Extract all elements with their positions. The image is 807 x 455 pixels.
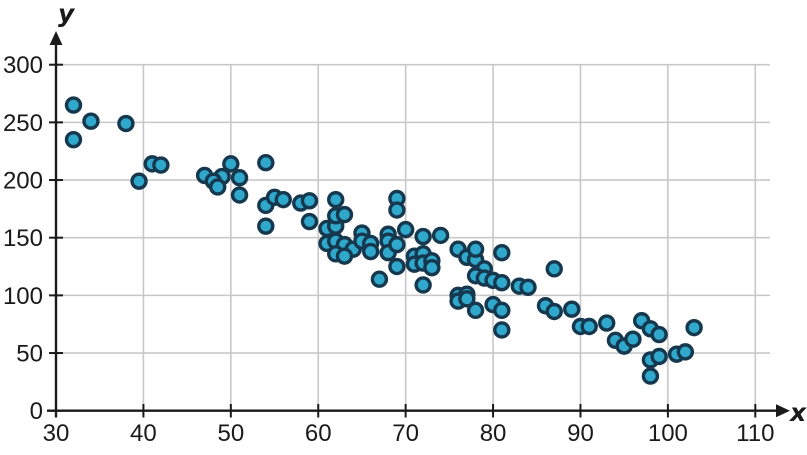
x-tick-label: 100: [648, 420, 688, 447]
data-point: [335, 247, 354, 265]
data-point: [493, 243, 511, 262]
y-tick-label: 200: [3, 168, 43, 195]
x-tick-label: 80: [480, 420, 507, 447]
data-point: [222, 155, 240, 173]
data-point: [493, 301, 511, 320]
data-point: [650, 347, 668, 366]
data-point: [388, 235, 406, 254]
data-point: [388, 257, 406, 276]
data-point: [388, 201, 406, 219]
data-points: [64, 96, 703, 385]
x-axis-label: x: [788, 398, 807, 427]
x-tick-label: 30: [43, 420, 70, 447]
data-point: [458, 290, 476, 308]
grid-lines: [56, 63, 770, 411]
data-point: [650, 325, 668, 344]
y-axis-arrow-icon: [49, 31, 63, 45]
data-point: [370, 270, 389, 288]
data-point: [82, 112, 100, 130]
data-point: [230, 169, 249, 187]
data-point: [519, 278, 537, 296]
data-point: [152, 156, 170, 174]
y-tick-label: 250: [3, 110, 43, 137]
y-tick-label: 100: [3, 283, 43, 310]
data-point: [431, 226, 450, 245]
data-point: [580, 317, 598, 336]
data-point: [641, 367, 660, 385]
x-tick-label: 110: [736, 420, 774, 447]
y-tick-label: 150: [3, 225, 43, 252]
data-point: [545, 302, 563, 321]
data-point: [624, 330, 642, 348]
tick-marks-and-labels: 30 40 50 60 70 80 90 100 110 0 50 100 150 200 250 300: [3, 52, 774, 447]
data-point: [685, 318, 703, 337]
data-point: [545, 260, 563, 278]
x-tick-label: 70: [392, 420, 419, 447]
data-point: [117, 114, 135, 133]
data-point: [130, 172, 148, 190]
x-tick-label: 50: [217, 420, 244, 447]
x-tick-label: 40: [130, 420, 157, 447]
data-point: [257, 217, 275, 235]
data-point: [300, 192, 319, 210]
data-point: [335, 205, 354, 224]
y-axis-label: y: [58, 0, 76, 28]
data-point: [423, 258, 441, 277]
data-point: [396, 220, 415, 239]
data-point: [64, 130, 83, 149]
data-point: [327, 190, 345, 209]
data-point: [493, 321, 511, 339]
data-point: [300, 212, 319, 231]
data-point: [414, 227, 432, 246]
data-point: [230, 186, 249, 204]
x-axis-arrow-icon: [776, 404, 790, 418]
data-point: [676, 343, 695, 361]
data-point: [563, 300, 581, 318]
axes: [47, 31, 790, 418]
data-point: [209, 178, 227, 196]
data-point: [414, 276, 432, 294]
x-tick-label: 90: [567, 420, 594, 447]
y-tick-label: 0: [30, 398, 43, 425]
data-point: [597, 314, 616, 332]
x-tick-label: 60: [305, 420, 332, 447]
data-point: [257, 154, 275, 172]
y-tick-label: 50: [16, 341, 43, 368]
y-tick-label: 300: [3, 52, 43, 79]
data-point: [64, 96, 83, 114]
data-point: [466, 301, 485, 320]
data-point: [493, 273, 511, 292]
data-point: [274, 190, 292, 209]
data-point: [361, 242, 380, 261]
data-point: [466, 240, 485, 258]
